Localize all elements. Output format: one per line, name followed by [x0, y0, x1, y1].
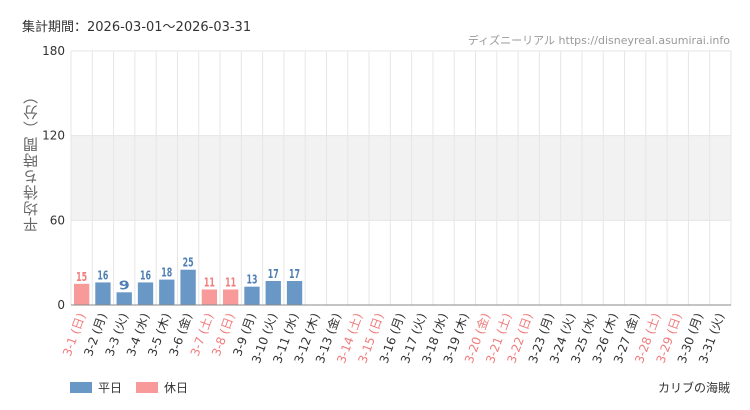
collection-period: 集計期間：2026-03-01〜2026-03-31 [22, 20, 252, 35]
bar [73, 283, 90, 305]
y-tick-label: 60 [50, 213, 65, 227]
bar [180, 269, 196, 305]
legend-swatch-holiday [136, 382, 159, 393]
legend-item-weekday[interactable]: 平日 [70, 379, 122, 396]
legend-item-holiday[interactable]: 休日 [136, 379, 188, 396]
chart-bands [71, 135, 731, 221]
value-label: 17 [268, 267, 279, 281]
y-tick-label: 0 [57, 298, 65, 312]
value-label: 9 [119, 278, 130, 292]
legend-label-holiday: 休日 [164, 381, 189, 395]
bar [244, 286, 260, 305]
source-credit: ディズニーリアル https://disneyreal.asumirai.inf… [467, 34, 730, 47]
legend: 平日 休日 [70, 379, 202, 396]
bar [286, 281, 303, 305]
x-tick-labels: 3-1 (日)3-2 (月)3-3 (火)3-4 (水)3-5 (木)3-6 (… [60, 311, 727, 365]
value-label: 16 [97, 268, 108, 282]
value-label: 13 [246, 273, 257, 287]
value-label: 16 [140, 268, 151, 282]
bars [73, 269, 303, 305]
value-label: 15 [76, 270, 87, 284]
bar [137, 282, 154, 305]
bar [223, 289, 239, 305]
value-label: 18 [161, 266, 172, 280]
bar [265, 281, 281, 305]
band-60-120 [71, 135, 731, 221]
bar [201, 289, 218, 305]
attraction-name: カリブの海賊 [657, 381, 730, 395]
value-labels: 15 16 9 16 18 25 11 11 13 17 17 [76, 256, 300, 293]
chart-grid [70, 50, 732, 306]
value-label: 11 [225, 275, 236, 289]
bar [95, 282, 111, 305]
bar [116, 292, 132, 305]
value-label: 11 [204, 275, 215, 289]
value-label: 17 [289, 267, 300, 281]
legend-label-weekday: 平日 [98, 381, 123, 395]
y-tick-labels: 0 60 120 180 [42, 44, 65, 312]
bar [159, 279, 175, 305]
y-tick-label: 120 [42, 129, 65, 143]
value-label: 25 [183, 256, 194, 270]
legend-swatch-weekday [70, 382, 92, 393]
y-tick-label: 180 [42, 44, 65, 58]
